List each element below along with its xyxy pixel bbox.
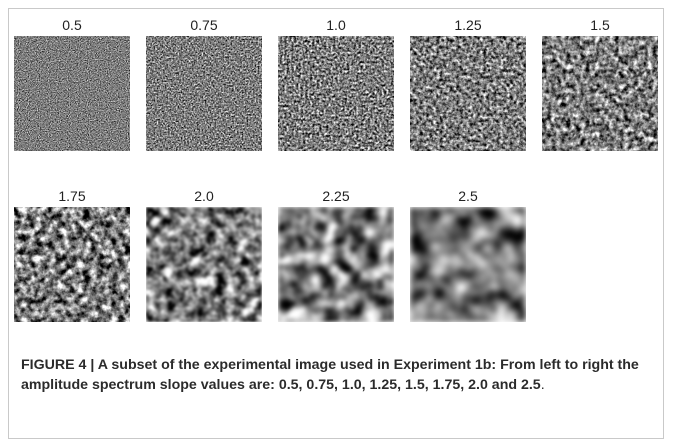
noise-image: [542, 36, 658, 151]
noise-panel: 1.75: [14, 188, 130, 322]
noise-image: [146, 36, 262, 151]
noise-texture: [146, 207, 262, 322]
noise-panel: 2.25: [278, 188, 394, 322]
noise-panel: 0.5: [14, 17, 130, 151]
slope-label: 1.0: [326, 17, 346, 33]
noise-image: [410, 207, 526, 322]
noise-texture: [278, 207, 394, 322]
noise-panel: 2.0: [146, 188, 262, 322]
noise-image: [14, 36, 130, 151]
noise-panel: 2.5: [410, 188, 526, 322]
noise-texture: [146, 36, 262, 151]
slope-label: 1.25: [454, 17, 482, 33]
slope-label: 2.25: [322, 188, 350, 204]
noise-panel: 1.0: [278, 17, 394, 151]
noise-panel: 0.75: [146, 17, 262, 151]
noise-texture: [410, 207, 526, 322]
noise-panel: 1.25: [410, 17, 526, 151]
slope-label: 0.5: [62, 17, 82, 33]
slope-label: 2.5: [458, 188, 478, 204]
noise-texture: [14, 36, 130, 151]
noise-image: [278, 36, 394, 151]
noise-panel: 1.5: [542, 17, 658, 151]
noise-image: [410, 36, 526, 151]
caption-period: .: [540, 377, 545, 393]
slope-label: 1.75: [58, 188, 86, 204]
figure-caption: FIGURE 4 | A subset of the experimental …: [21, 355, 651, 395]
noise-image: [146, 207, 262, 322]
noise-texture: [14, 207, 130, 322]
caption-text: FIGURE 4 | A subset of the experimental …: [21, 357, 639, 393]
slope-label: 2.0: [194, 188, 214, 204]
noise-image: [14, 207, 130, 322]
noise-texture: [278, 36, 394, 151]
noise-image: [278, 207, 394, 322]
slope-label: 1.5: [590, 17, 610, 33]
figure-4: 0.5 0.75 1.0 1.25 1.5 1.75 2.0 2.25 2.5 FIGURE 4…: [8, 8, 664, 439]
noise-texture: [542, 36, 658, 151]
noise-texture: [410, 36, 526, 151]
slope-label: 0.75: [190, 17, 218, 33]
